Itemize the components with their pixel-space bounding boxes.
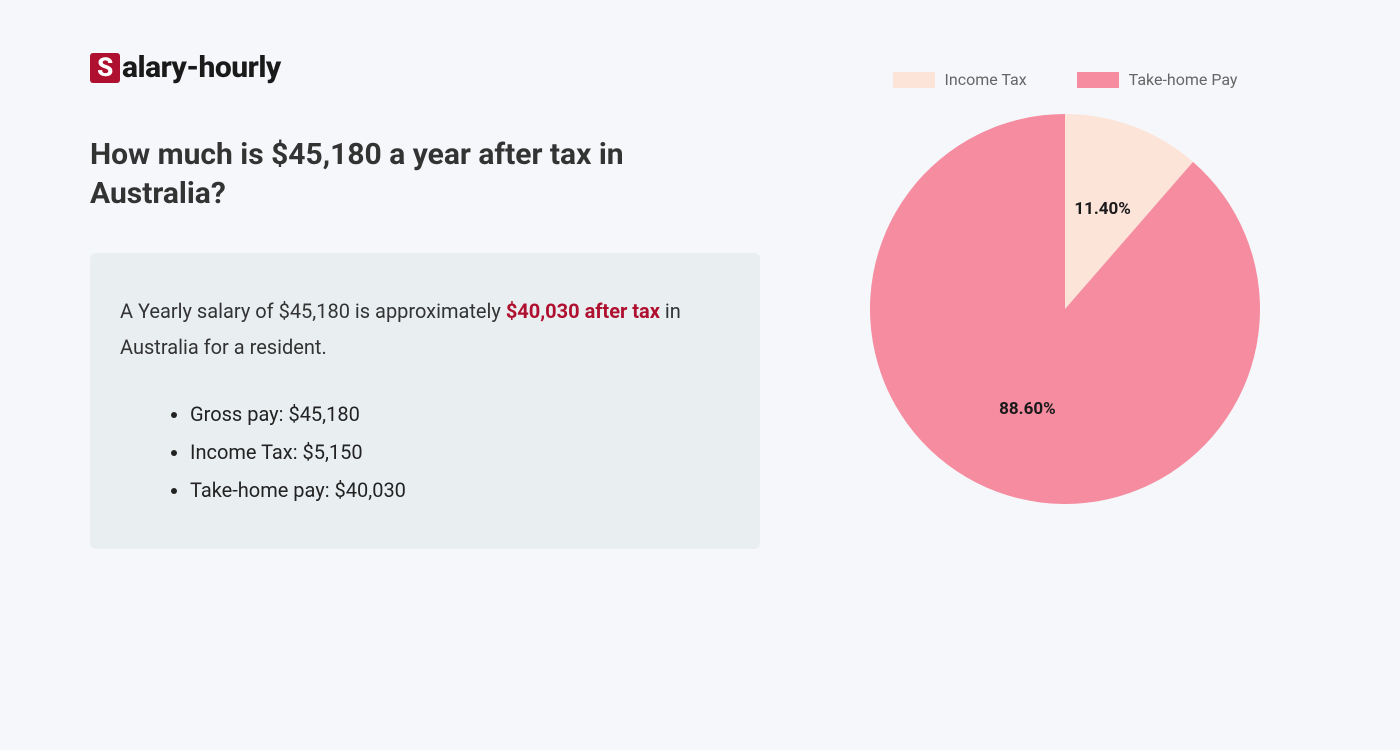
breakdown-list: Gross pay: $45,180 Income Tax: $5,150 Ta… <box>120 395 730 509</box>
logo: Salary-hourly <box>90 50 760 85</box>
logo-s-box: S <box>90 53 120 83</box>
summary-box: A Yearly salary of $45,180 is approximat… <box>90 253 760 549</box>
right-column: Income Tax Take-home Pay 11.40% 88.60% <box>820 50 1310 549</box>
legend-label-takehome: Take-home Pay <box>1129 70 1238 89</box>
legend-swatch-takehome <box>1077 72 1119 88</box>
pie-legend: Income Tax Take-home Pay <box>893 70 1238 89</box>
breakdown-takehome: Take-home pay: $40,030 <box>190 471 730 509</box>
logo-text: alary-hourly <box>122 50 281 85</box>
pie-slice-takehome <box>870 114 1260 504</box>
legend-label-income-tax: Income Tax <box>945 70 1027 89</box>
page-title: How much is $45,180 a year after tax in … <box>90 135 760 213</box>
main-container: Salary-hourly How much is $45,180 a year… <box>0 0 1400 549</box>
breakdown-tax: Income Tax: $5,150 <box>190 433 730 471</box>
breakdown-gross: Gross pay: $45,180 <box>190 395 730 433</box>
pie-label-income-tax: 11.40% <box>1074 199 1131 219</box>
legend-item-takehome: Take-home Pay <box>1077 70 1238 89</box>
pie-svg <box>865 109 1265 509</box>
pie-label-takehome: 88.60% <box>999 399 1056 419</box>
summary-pre: A Yearly salary of $45,180 is approximat… <box>120 299 506 323</box>
left-column: Salary-hourly How much is $45,180 a year… <box>90 50 760 549</box>
legend-swatch-income-tax <box>893 72 935 88</box>
legend-item-income-tax: Income Tax <box>893 70 1027 89</box>
summary-text: A Yearly salary of $45,180 is approximat… <box>120 293 730 365</box>
summary-highlight: $40,030 after tax <box>506 299 660 323</box>
pie-chart: 11.40% 88.60% <box>865 109 1265 509</box>
